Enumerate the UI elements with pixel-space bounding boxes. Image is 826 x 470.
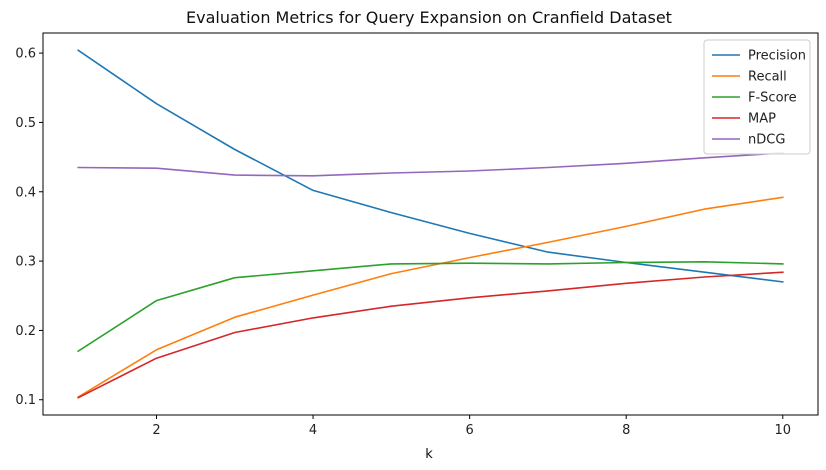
y-tick-label: 0.6: [15, 47, 36, 62]
series-line-recall: [77, 196, 784, 399]
x-tick-label: 4: [309, 423, 317, 438]
x-tick-label: 8: [622, 423, 630, 438]
x-tick-label: 10: [774, 423, 791, 438]
y-tick-label: 0.5: [15, 116, 36, 131]
series-lines: [77, 49, 784, 399]
x-tick-label: 6: [466, 423, 474, 438]
y-tick-label: 0.3: [15, 255, 36, 270]
legend-label-ndcg: nDCG: [748, 133, 785, 148]
legend-label-map: MAP: [748, 112, 776, 127]
series-line-precision: [77, 49, 784, 283]
plot-frame: [42, 32, 819, 416]
series-line-f-score: [77, 260, 784, 353]
y-tick-label: 0.4: [15, 185, 36, 200]
legend: Precision Recall F-Score MAP nDCG: [703, 39, 811, 155]
legend-label-f-score: F-Score: [748, 91, 797, 106]
series-line-ndcg: [77, 152, 784, 177]
x-tick-label: 2: [152, 423, 160, 438]
x-axis-ticks: 2 4 6 8 10: [152, 415, 791, 438]
series-line-map: [77, 271, 784, 399]
x-axis-label: k: [425, 447, 433, 462]
y-tick-label: 0.2: [15, 324, 36, 339]
legend-box: [703, 39, 811, 155]
legend-label-precision: Precision: [748, 49, 806, 64]
y-tick-label: 0.1: [15, 393, 36, 408]
y-axis-ticks: 0.1 0.2 0.3 0.4 0.5 0.6: [15, 47, 43, 408]
plot-area: [42, 32, 819, 416]
chart-title: Evaluation Metrics for Query Expansion o…: [186, 8, 672, 27]
legend-label-recall: Recall: [748, 70, 787, 85]
